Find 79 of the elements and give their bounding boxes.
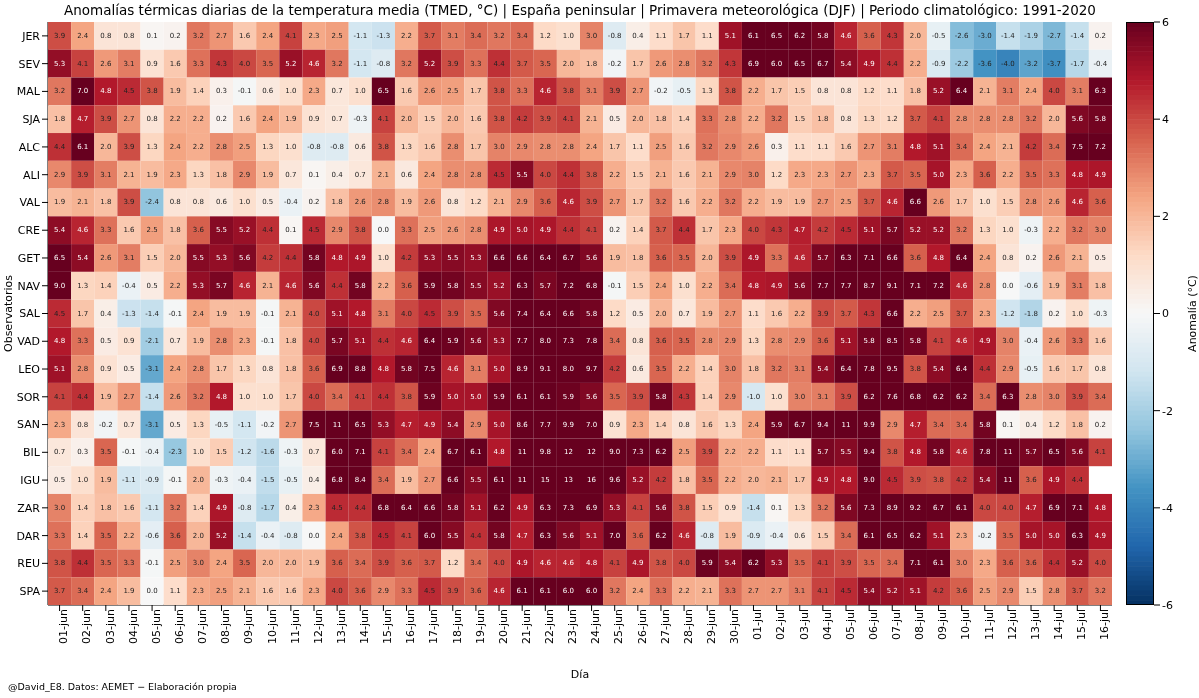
x-tick-label: 22-jun xyxy=(543,608,557,644)
x-tick-label: 08-jun xyxy=(219,608,233,644)
x-tick-label: 05-jun xyxy=(149,608,163,644)
x-tick-label: 16-jul xyxy=(1098,609,1112,641)
x-tick-label: 05-jul xyxy=(843,609,857,641)
y-tick-label: NAV xyxy=(17,279,41,293)
x-tick-label: 15-jul xyxy=(1075,609,1089,641)
y-tick-label: SEV xyxy=(18,57,41,71)
x-tick-label: 03-jul xyxy=(797,609,811,641)
y-tick-label: ZAR xyxy=(17,501,41,515)
text: @David_E8. Datos: AEMET − Elaboración propia xyxy=(8,681,237,692)
y-tick-label: SOR xyxy=(16,390,41,404)
x-tick-label: 12-jul xyxy=(1005,609,1019,641)
x-tick-label: 13-jul xyxy=(1028,609,1042,641)
color-bar-label: 6 xyxy=(1162,15,1169,29)
y-tick-label: IGU xyxy=(20,473,40,487)
y-tick-label: MAL xyxy=(16,85,41,99)
x-tick-label: 06-jul xyxy=(866,609,880,641)
x-tick-label: 02-jul xyxy=(774,609,788,641)
x-tick-label: 16-jun xyxy=(404,608,418,644)
x-tick-label: 28-jun xyxy=(681,608,695,644)
y-tick-label: ALI xyxy=(23,168,40,182)
x-tick-label: 30-jun xyxy=(728,608,742,644)
y-tick-label: GET xyxy=(17,251,41,265)
y-axis-title: Observatorios xyxy=(1,274,15,352)
color-bar-label: 4 xyxy=(1162,113,1169,127)
x-tick-label: 03-jun xyxy=(103,608,117,644)
x-tick-label: 09-jul xyxy=(936,609,950,641)
x-tick-label: 07-jun xyxy=(196,608,210,644)
x-tick-label: 24-jun xyxy=(589,608,603,644)
y-tick-label: VAD xyxy=(17,335,40,349)
y-tick-label: SPA xyxy=(19,585,41,599)
x-tick-label: 14-jun xyxy=(358,608,372,644)
x-tick-label: 19-jun xyxy=(473,608,487,644)
x-tick-label: 01-jul xyxy=(751,609,765,641)
color-bar-label: -6 xyxy=(1162,598,1173,612)
x-tick-label: 11-jul xyxy=(982,609,996,641)
x-tick-label: 10-jul xyxy=(959,609,973,641)
color-bar-label: 2 xyxy=(1162,210,1169,224)
x-tick-label: 13-jun xyxy=(334,608,348,644)
x-tick-label: 10-jun xyxy=(265,608,279,644)
x-tick-label: 01-jun xyxy=(57,608,71,644)
x-tick-label: 06-jun xyxy=(173,608,187,644)
y-tick-label: ALC xyxy=(18,140,41,154)
y-tick-label: SJA xyxy=(22,113,41,127)
x-tick-label: 04-jul xyxy=(820,609,834,641)
x-tick-label: 15-jun xyxy=(381,608,395,644)
color-bar-title: Anomalía (°C) xyxy=(1185,275,1199,352)
y-tick-label: DAR xyxy=(16,529,41,543)
y-tick-label: VAL xyxy=(19,196,41,210)
y-tick-label: SAN xyxy=(17,418,40,432)
y-tick-label: REU xyxy=(17,557,40,571)
x-tick-label: 02-jun xyxy=(80,608,94,644)
x-tick-label: 20-jun xyxy=(496,608,510,644)
x-tick-label: 17-jun xyxy=(427,608,441,644)
y-tick-label: CRE xyxy=(17,224,41,238)
x-tick-label: 12-jun xyxy=(311,608,325,644)
x-axis-title: Día xyxy=(570,668,590,681)
x-tick-label: 18-jun xyxy=(450,608,464,644)
x-tick-label: 25-jun xyxy=(612,608,626,644)
y-tick-label: LEO xyxy=(18,362,41,376)
chart-title: Anomalías térmicas diarias de la temperatura media (TMED, °C) | España peninsular | Primavera meteorológica (DJF) | Periodo climatológico: 1991-2020 xyxy=(63,2,1097,18)
x-tick-label: 29-jun xyxy=(705,608,719,644)
x-tick-label: 11-jun xyxy=(288,608,302,644)
y-tick-label: JER xyxy=(21,29,41,43)
x-tick-label: 14-jul xyxy=(1051,609,1065,641)
color-bar-label: -4 xyxy=(1162,501,1173,515)
x-tick-label: 27-jun xyxy=(658,608,672,644)
y-tick-label: SAL xyxy=(19,307,41,321)
x-tick-label: 23-jun xyxy=(566,608,580,644)
x-tick-label: 08-jul xyxy=(913,609,927,641)
x-tick-label: 07-jul xyxy=(890,609,904,641)
y-tick-label: BIL xyxy=(23,446,41,460)
x-tick-label: 04-jun xyxy=(126,608,140,644)
x-tick-label: 26-jun xyxy=(635,608,649,644)
x-tick-label: 09-jun xyxy=(242,608,256,644)
color-bar-label: -2 xyxy=(1162,404,1173,418)
x-tick-label: 21-jun xyxy=(519,608,533,644)
color-bar-label: 0 xyxy=(1162,307,1169,321)
